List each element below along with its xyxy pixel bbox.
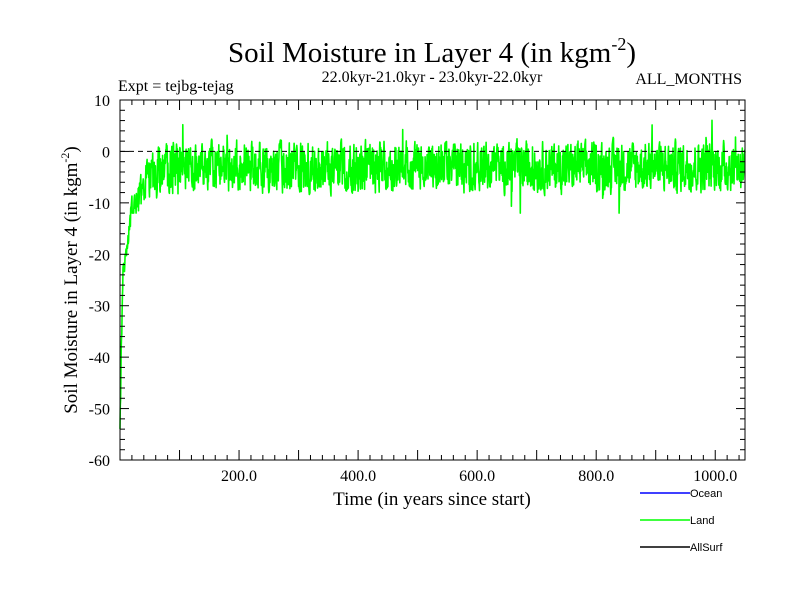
y-tick-label: -20 [89, 247, 110, 264]
land-series-line [119, 119, 746, 429]
y-tick-label: -10 [89, 196, 110, 213]
y-tick-label: -50 [89, 402, 110, 419]
legend-label-land: Land [690, 515, 714, 527]
plot-area: 10 0 -10 -20 -30 -40 -50 -60 200.0 400.0 600.0 800.… [89, 93, 746, 485]
x-tick-label: 400.0 [340, 468, 376, 485]
x-tick-label: 200.0 [221, 468, 257, 485]
months-label: ALL_MONTHS [635, 71, 742, 88]
x-tick-label: 800.0 [578, 468, 614, 485]
x-tick-label: 1000.0 [693, 468, 737, 485]
chart-title: Soil Moisture in Layer 4 (in kgm-2) [228, 34, 636, 69]
y-tick-label: -60 [89, 453, 110, 470]
period-label: 22.0kyr-21.0kyr - 23.0kyr-22.0kyr [322, 69, 543, 86]
experiment-label: Expt = tejbg-tejag [118, 78, 234, 95]
legend-label-allsurf: AllSurf [690, 542, 723, 554]
y-tick-label: -30 [89, 299, 110, 316]
y-axis-label: Soil Moisture in Layer 4 (in kgm-2) [58, 146, 82, 414]
plot-frame [119, 99, 746, 461]
y-tick-label: -40 [89, 350, 110, 367]
x-tick-label: 600.0 [459, 468, 495, 485]
legend: Ocean Land AllSurf [640, 488, 723, 554]
legend-label-ocean: Ocean [690, 488, 722, 500]
y-tick-label: 10 [94, 93, 110, 110]
y-tick-label: 0 [102, 144, 110, 161]
x-axis-label: Time (in years since start) [333, 489, 531, 510]
